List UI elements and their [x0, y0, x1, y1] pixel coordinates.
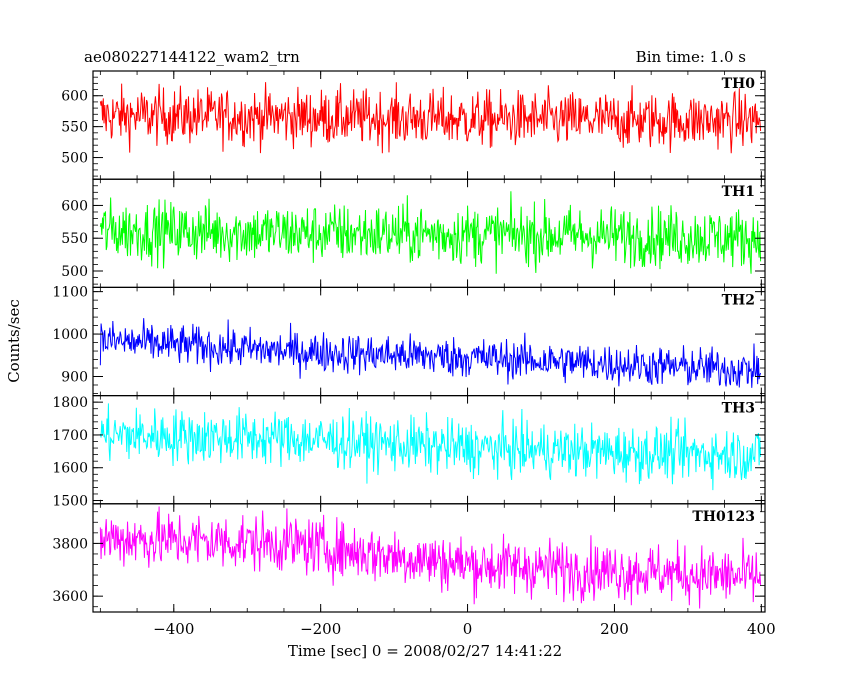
- panel-th3: 1500 1600 1700 1800 TH3: [52, 395, 766, 510]
- x-tick-label: 0: [463, 620, 473, 638]
- y-tick-label: 550: [61, 120, 88, 136]
- panel-label-th3: TH3: [722, 401, 755, 417]
- y-tick-label: 1100: [52, 285, 88, 301]
- x-axis-label: Time [sec] 0 = 2008/02/27 14:41:22: [288, 642, 562, 660]
- y-tick-label: 1000: [52, 327, 88, 343]
- y-tick-label: 600: [61, 198, 88, 214]
- x-tick-label: 200: [600, 620, 629, 638]
- series-line-th3: [99, 403, 762, 491]
- x-axis: −400 −200 0 200 400: [153, 620, 775, 638]
- y-tick-label: 1700: [52, 428, 88, 444]
- panel-th2: 900 1000 1100 TH2: [52, 285, 766, 397]
- panels-group: 500 550 600 TH0 500 550 600 TH1 900 1000 1100 TH2 15…: [52, 70, 766, 613]
- series-line-th2: [99, 318, 762, 388]
- y-tick-label: 500: [61, 264, 88, 280]
- series-line-th1: [99, 191, 762, 274]
- panel-frame: [92, 503, 766, 613]
- y-tick-label: 3600: [52, 589, 88, 605]
- panel-th0123: 3600 3800 TH0123: [52, 503, 766, 613]
- y-tick-label: 1800: [52, 395, 88, 411]
- series-line-th0: [99, 82, 762, 154]
- y-tick-label: 1500: [52, 494, 88, 510]
- panel-label-th0: TH0: [722, 76, 756, 92]
- panel-th1: 500 550 600 TH1: [61, 178, 766, 288]
- y-tick-label: 550: [61, 231, 88, 247]
- chart-title: ae080227144122_wam2_trn: [84, 48, 300, 66]
- y-tick-label: 3800: [52, 536, 88, 552]
- series-line-th0123: [99, 506, 762, 609]
- y-tick-label: 1600: [52, 461, 88, 477]
- y-tick-label: 600: [61, 89, 88, 105]
- x-tick-label: 400: [747, 620, 776, 638]
- x-tick-label: −200: [300, 620, 341, 638]
- y-axis-label: Counts/sec: [5, 299, 23, 383]
- panel-th0: 500 550 600 TH0: [61, 70, 766, 180]
- panel-label-th0123: TH0123: [692, 509, 755, 525]
- panel-label-th2: TH2: [722, 292, 755, 308]
- y-tick-label: 900: [61, 370, 88, 386]
- y-tick-label: 500: [61, 151, 88, 167]
- bin-time-label: Bin time: 1.0 s: [636, 48, 746, 66]
- x-tick-label: −400: [153, 620, 194, 638]
- panel-label-th1: TH1: [722, 184, 755, 200]
